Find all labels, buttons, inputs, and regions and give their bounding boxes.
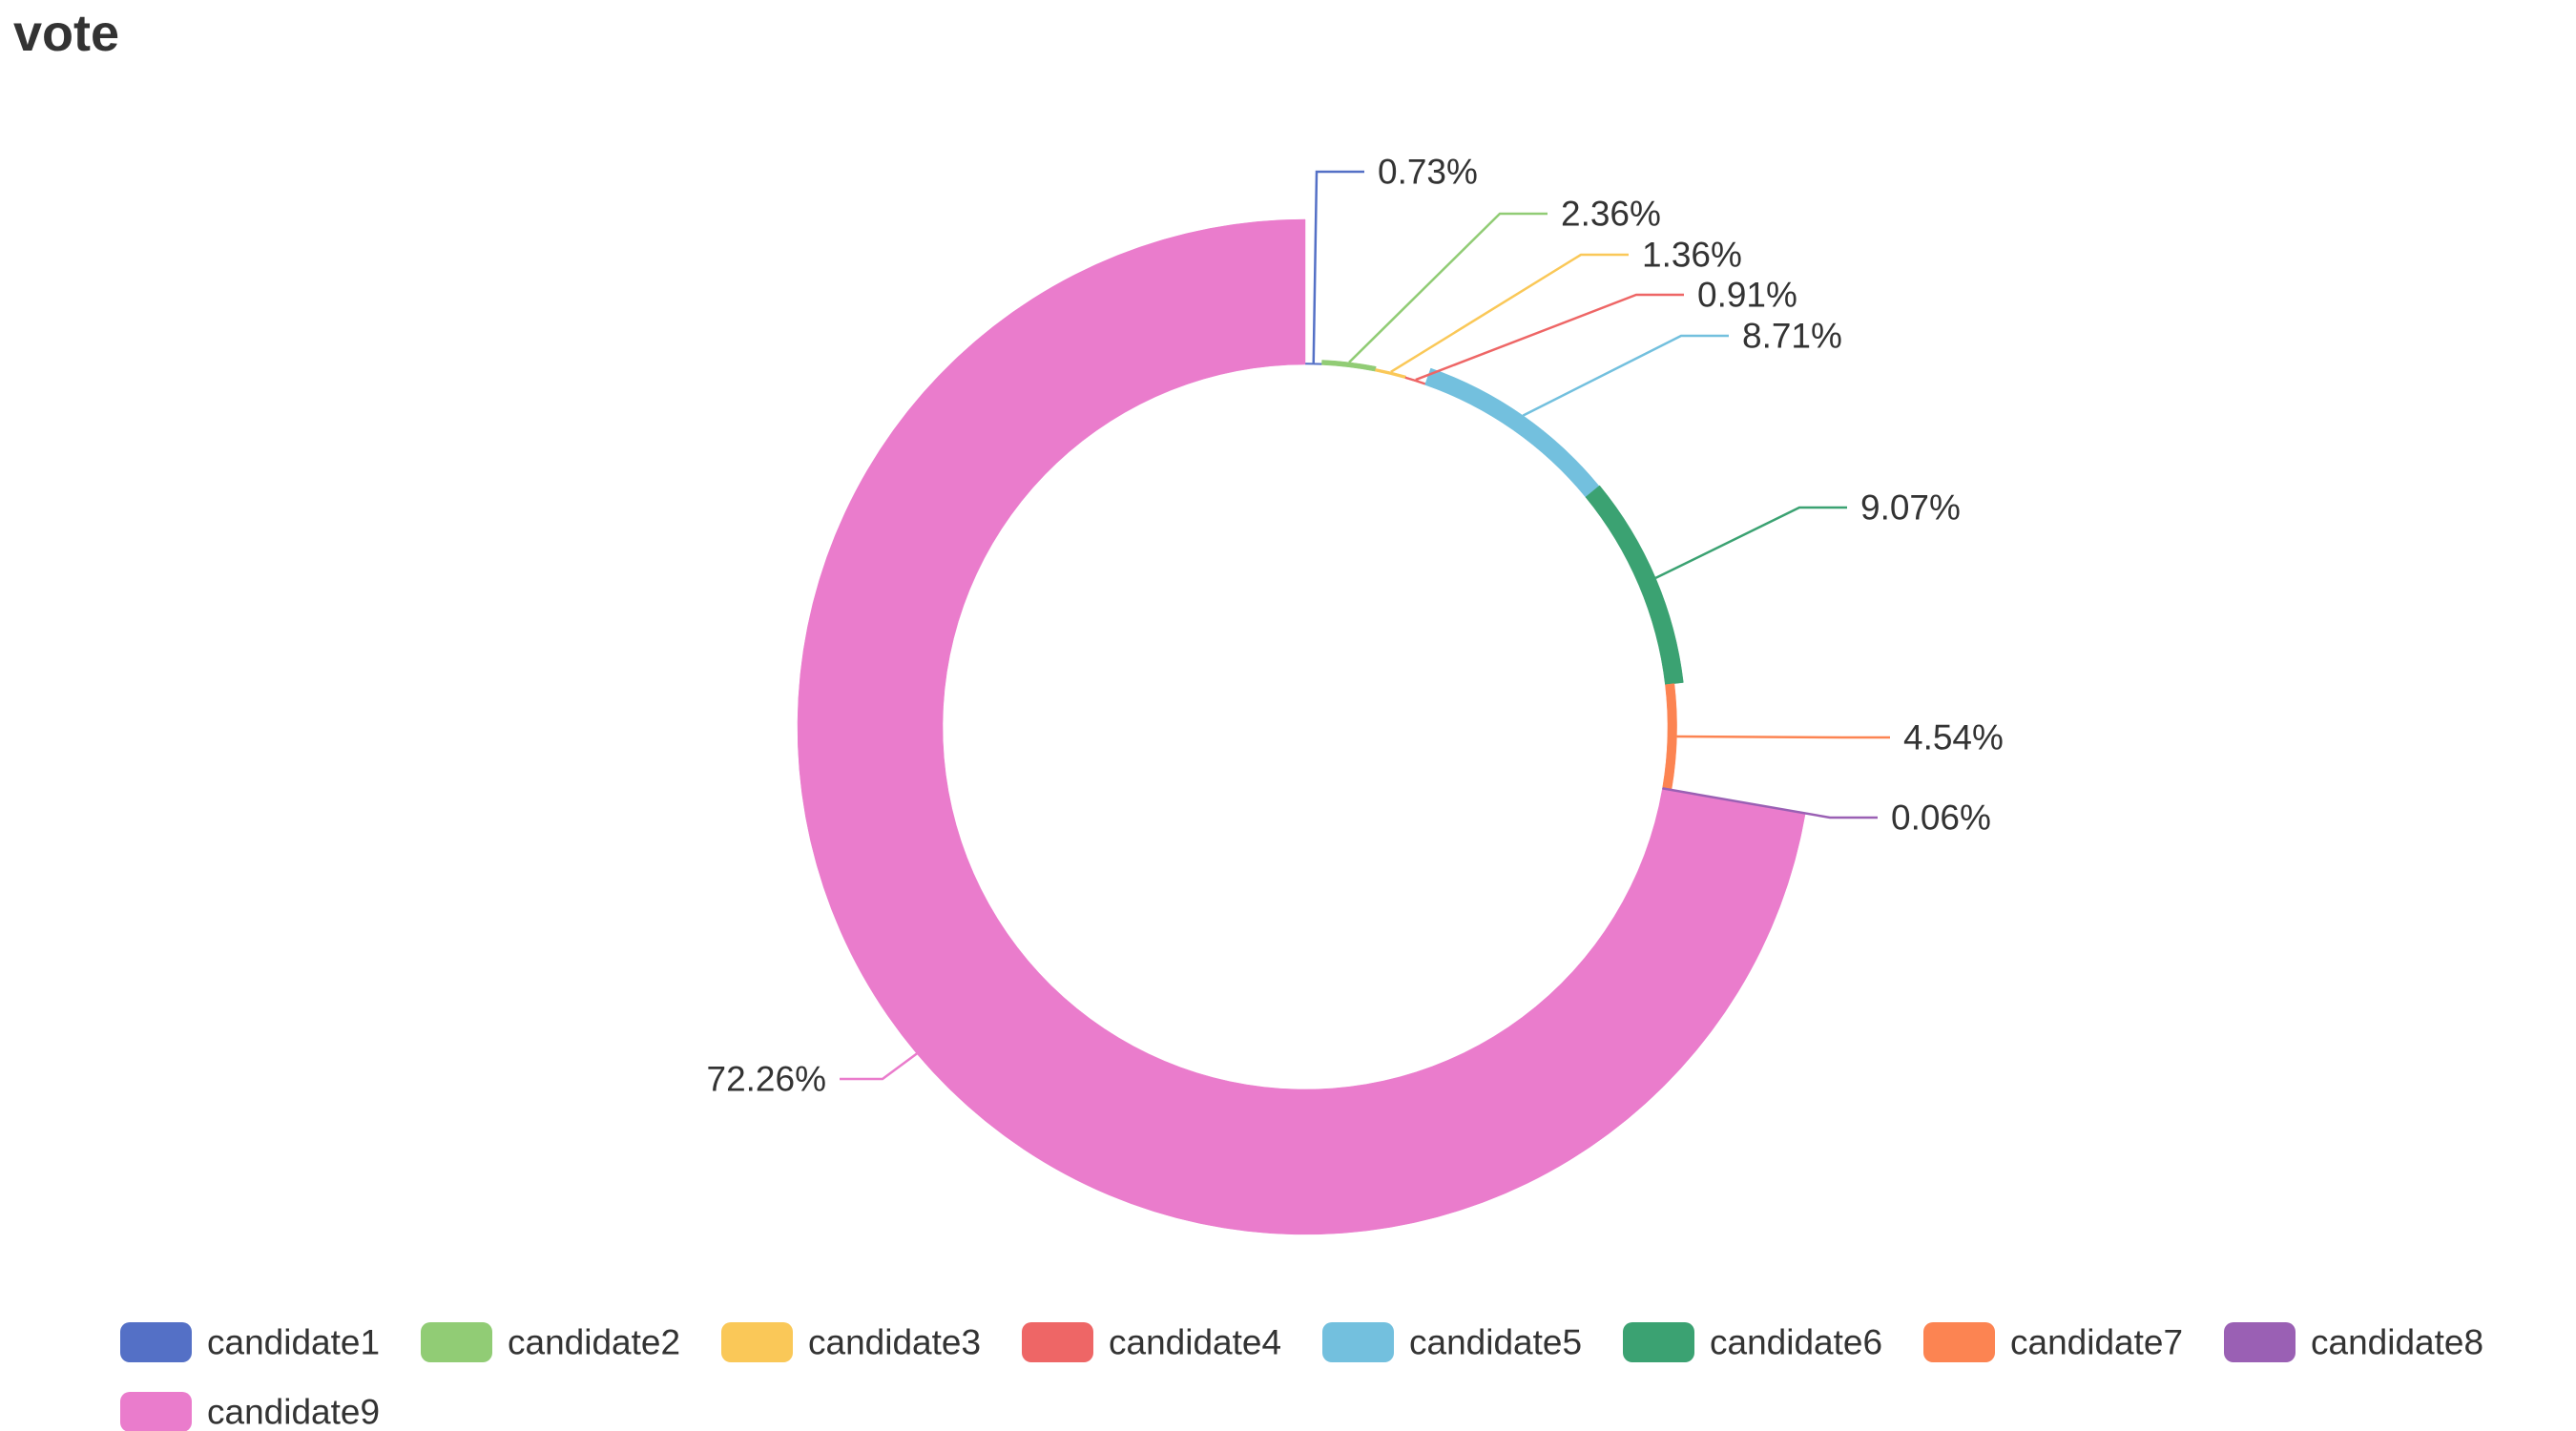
legend-label: candidate9 <box>207 1393 380 1431</box>
data-label-candidate6: 9.07% <box>1860 488 1961 528</box>
legend-label: candidate2 <box>508 1323 680 1362</box>
legend-swatch <box>721 1322 793 1362</box>
legend-item-candidate1[interactable]: candidate1 <box>120 1322 380 1362</box>
legend-label: candidate4 <box>1109 1323 1281 1362</box>
legend: candidate1 candidate2 candidate3 candidate4… <box>120 1322 2483 1431</box>
legend-swatch <box>1623 1322 1694 1362</box>
leader-line-candidate2 <box>1348 212 1548 363</box>
legend-swatch <box>120 1392 192 1431</box>
data-label-candidate7: 4.54% <box>1903 718 2004 757</box>
data-label-candidate2: 2.36% <box>1561 195 1661 234</box>
leader-line-candidate1 <box>1312 170 1364 363</box>
legend-item-candidate2[interactable]: candidate2 <box>421 1322 680 1362</box>
legend-label: candidate6 <box>1710 1323 1882 1362</box>
legend-label: candidate1 <box>207 1323 380 1362</box>
legend-item-candidate6[interactable]: candidate6 <box>1623 1322 1882 1362</box>
label-leaders-group <box>840 170 1890 1081</box>
slice-candidate5[interactable] <box>1424 367 1600 498</box>
slice-candidate7[interactable] <box>1662 683 1677 790</box>
data-labels-group: 0.73% 2.36%1.36%0.91%8.71% 9.07% 4.54% 0.06%… <box>707 153 2004 1099</box>
legend-label: candidate8 <box>2311 1323 2483 1362</box>
chart-title: vote <box>13 5 120 62</box>
leader-line-candidate6 <box>1654 506 1847 580</box>
legend-swatch <box>1322 1322 1394 1362</box>
legend-swatch <box>421 1322 492 1362</box>
leader-line-candidate4 <box>1415 293 1684 382</box>
data-label-candidate9: 72.26% <box>707 1060 827 1099</box>
legend-label: candidate3 <box>808 1323 981 1362</box>
legend-label: candidate7 <box>2010 1323 2183 1362</box>
leader-line-candidate5 <box>1522 334 1729 417</box>
slice-candidate6[interactable] <box>1585 485 1684 685</box>
leader-line-candidate7 <box>1676 735 1890 739</box>
legend-item-candidate9[interactable]: candidate9 <box>120 1392 380 1431</box>
legend-swatch <box>2224 1322 2296 1362</box>
legend-item-candidate8[interactable]: candidate8 <box>2224 1322 2483 1362</box>
slice-candidate3[interactable] <box>1375 368 1406 380</box>
legend-item-candidate5[interactable]: candidate5 <box>1322 1322 1582 1362</box>
data-label-candidate1: 0.73% <box>1378 153 1478 192</box>
legend-swatch <box>1022 1322 1093 1362</box>
leader-line-candidate8 <box>1662 787 1878 819</box>
leader-line-candidate9 <box>840 1052 918 1081</box>
slice-candidate9[interactable] <box>797 218 1806 1235</box>
slice-candidate1[interactable] <box>1304 363 1322 365</box>
legend-label: candidate5 <box>1409 1323 1582 1362</box>
data-label-candidate8: 0.06% <box>1891 798 1991 838</box>
legend-swatch <box>120 1322 192 1362</box>
legend-item-candidate7[interactable]: candidate7 <box>1923 1322 2183 1362</box>
legend-item-candidate3[interactable]: candidate3 <box>721 1322 981 1362</box>
data-label-candidate3: 1.36% <box>1642 236 1742 275</box>
data-label-candidate5: 8.71% <box>1742 317 1842 356</box>
data-label-candidate4: 0.91% <box>1697 276 1797 315</box>
legend-swatch <box>1923 1322 1995 1362</box>
slices-group <box>797 218 1806 1235</box>
legend-item-candidate4[interactable]: candidate4 <box>1022 1322 1281 1362</box>
leader-line-candidate3 <box>1390 253 1629 373</box>
